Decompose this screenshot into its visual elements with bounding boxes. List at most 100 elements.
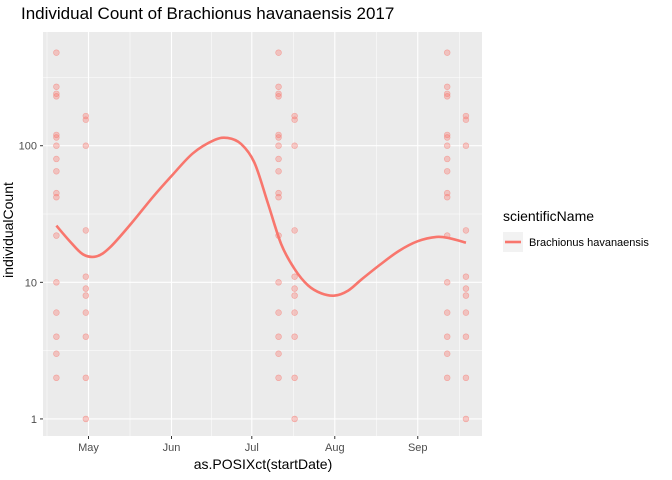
data-point (444, 155, 451, 163)
data-point (291, 415, 298, 423)
data-point (291, 112, 298, 120)
x-tick-label: Jul (245, 442, 259, 454)
data-point (462, 112, 470, 120)
x-tick-label: May (78, 442, 99, 454)
x-axis-title: as.POSIXct(startDate) (194, 456, 332, 472)
data-point (53, 131, 60, 139)
data-point (444, 168, 451, 175)
data-point (275, 134, 282, 141)
data-point (444, 374, 451, 382)
data-point (53, 279, 60, 286)
data-point (291, 292, 298, 299)
data-point (291, 309, 298, 316)
y-tick-label: 1 (31, 414, 37, 426)
data-point (462, 333, 470, 340)
data-point (53, 90, 60, 97)
major-gridlines (43, 32, 482, 436)
data-point (53, 374, 60, 382)
data-point (53, 134, 60, 141)
data-point (291, 333, 298, 340)
data-point (53, 155, 60, 163)
data-point (275, 90, 282, 97)
data-point (444, 193, 451, 201)
x-tick-label: Jun (163, 442, 181, 454)
data-point (53, 93, 60, 100)
data-point (275, 193, 282, 201)
data-point (291, 142, 298, 149)
data-point (53, 142, 60, 149)
minor-gridlines (43, 32, 482, 436)
data-point (275, 350, 282, 357)
data-point (444, 83, 451, 90)
data-point (53, 193, 60, 201)
data-point (444, 279, 451, 286)
data-point (291, 374, 298, 382)
data-point (53, 350, 60, 357)
x-axis: May Jun Jul Aug Sep (78, 436, 428, 454)
data-point (291, 285, 298, 292)
data-point (82, 227, 90, 234)
x-tick-label: Sep (408, 442, 428, 454)
data-point (275, 155, 282, 163)
legend: scientificName Brachionus havanaensis (503, 208, 649, 252)
data-point (444, 309, 451, 316)
data-point (275, 131, 282, 139)
data-point (444, 49, 451, 56)
data-point (275, 142, 282, 149)
legend-label: Brachionus havanaensis (529, 237, 649, 249)
data-point (82, 333, 90, 340)
data-point (444, 350, 451, 357)
data-point (275, 279, 282, 286)
data-point (462, 273, 470, 280)
data-point (462, 142, 470, 149)
data-point (275, 309, 282, 316)
data-point (82, 374, 90, 382)
data-point (275, 49, 282, 56)
data-point (82, 292, 90, 299)
data-point (53, 309, 60, 316)
data-point (275, 83, 282, 90)
x-tick-label: Aug (325, 442, 345, 454)
data-point (275, 168, 282, 175)
data-points (53, 49, 470, 423)
data-point (53, 333, 60, 340)
data-point (53, 49, 60, 56)
data-point (82, 142, 90, 149)
data-point (462, 374, 470, 382)
data-point (82, 285, 90, 292)
data-point (275, 374, 282, 382)
data-point (444, 93, 451, 100)
data-point (444, 131, 451, 139)
data-point (275, 333, 282, 340)
legend-title: scientificName (503, 208, 594, 224)
data-point (444, 333, 451, 340)
data-point (462, 309, 470, 316)
data-point (82, 415, 90, 423)
data-point (462, 415, 470, 423)
data-point (462, 227, 470, 234)
y-tick-label: 100 (19, 141, 37, 153)
data-point (462, 292, 470, 299)
data-point (82, 116, 90, 123)
data-point (275, 93, 282, 100)
plot-panel (43, 32, 482, 436)
data-point (291, 273, 298, 280)
data-point (82, 112, 90, 120)
data-point (444, 90, 451, 97)
data-point (82, 309, 90, 316)
data-point (53, 83, 60, 90)
data-point (462, 116, 470, 123)
data-point (291, 227, 298, 234)
data-point (53, 168, 60, 175)
chart-title: Individual Count of Brachionus havanaens… (21, 4, 394, 23)
y-axis: 1 10 100 (19, 141, 43, 426)
y-tick-label: 10 (25, 277, 37, 289)
y-axis-title: individualCount (0, 182, 16, 278)
data-point (53, 232, 60, 239)
data-point (444, 142, 451, 149)
data-point (291, 116, 298, 123)
smooth-line (55, 136, 467, 297)
data-point (462, 285, 470, 292)
data-point (82, 273, 90, 280)
